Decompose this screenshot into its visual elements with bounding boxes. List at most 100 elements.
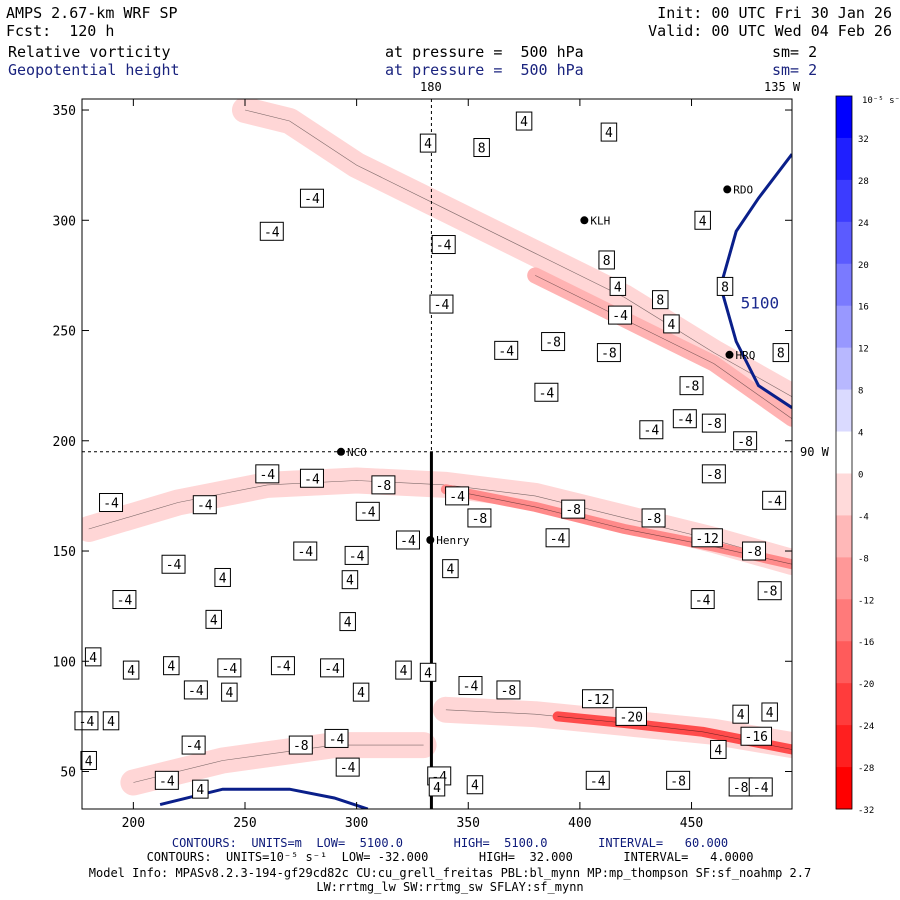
contour-label: -8 <box>706 417 722 432</box>
contour-label: 4 <box>400 664 408 679</box>
contour-label: -8 <box>670 774 686 789</box>
contour-label: -4 <box>188 684 204 699</box>
contour-label-box <box>585 770 610 790</box>
contour-label-box <box>600 122 618 142</box>
contour-label-box <box>694 210 711 230</box>
station-marker-klh <box>580 216 589 225</box>
colorbar-swatch-9 <box>836 473 852 516</box>
contour-label: 4 <box>357 686 365 701</box>
contour-label-box <box>320 658 345 678</box>
y-tick-label-350: 350 <box>53 104 76 119</box>
contour-label: -8 <box>706 468 722 483</box>
contour-label-box <box>429 294 454 314</box>
contour-label: -4 <box>434 298 450 313</box>
contour-label: -8 <box>565 503 581 518</box>
contour-label-box <box>181 735 206 755</box>
contour-label: 4 <box>424 666 432 681</box>
contour-label: -4 <box>349 549 365 564</box>
colorbar-tick-4: 4 <box>858 429 863 439</box>
contour-label-box <box>431 235 456 255</box>
contour-label: -8 <box>293 739 309 754</box>
contour-label-box <box>710 739 727 759</box>
contour-label-box <box>341 570 359 590</box>
y-tick-label-50: 50 <box>60 766 76 781</box>
contour-label-box <box>161 554 186 574</box>
contour-label-box <box>335 757 360 777</box>
contour-label-box <box>666 770 691 790</box>
contour-label-box <box>652 290 669 310</box>
vorticity-contour-upper-right-band <box>535 275 792 419</box>
lat-90w-label: 90 W <box>800 445 829 459</box>
contour-label-box <box>663 314 680 334</box>
contour-label: -4 <box>753 781 769 796</box>
colorbar-tick--24: -24 <box>858 722 874 732</box>
contour-label-box <box>473 138 490 158</box>
colorbar-tick--20: -20 <box>858 680 874 690</box>
contour-label-box <box>466 775 484 795</box>
contour-label-box <box>541 332 566 352</box>
colorbar-units: 10⁻⁵ s⁻¹ <box>862 96 900 106</box>
contour-label: -4 <box>222 662 238 677</box>
contour-label: -4 <box>449 490 465 505</box>
contour-label: 4 <box>89 651 97 666</box>
colorbar-tick-16: 16 <box>858 303 869 313</box>
x-tick-label-450: 450 <box>680 816 703 831</box>
contour-label-box <box>701 413 726 433</box>
lon-180-label: 180 <box>420 80 442 94</box>
contour-label-box <box>102 711 120 731</box>
contour-label-box <box>395 660 412 680</box>
contour-label: 4 <box>433 781 441 796</box>
contour-label-box <box>324 728 349 748</box>
contour-label: -4 <box>275 660 291 675</box>
contour-label: 4 <box>127 664 135 679</box>
lon-135w-label: 135 W <box>764 80 801 94</box>
colorbar-swatch-5 <box>836 305 852 349</box>
contour-label-box <box>596 343 621 363</box>
contour-label: -8 <box>376 479 392 494</box>
contour-label: 4 <box>196 783 204 798</box>
station-label-klh: KLH <box>590 214 610 227</box>
contour-label-box <box>561 499 586 519</box>
contour-label-box <box>691 528 723 548</box>
colorbar-swatch-14 <box>836 683 852 726</box>
colorbar-swatch-7 <box>836 389 852 433</box>
station-marker-nco <box>336 447 345 456</box>
colorbar-swatch-1 <box>836 137 852 181</box>
contour-label: -4 <box>590 774 606 789</box>
contour-label: -4 <box>539 386 555 401</box>
contour-label-box <box>442 559 459 579</box>
colorbar-tick-12: 12 <box>858 345 869 355</box>
station-label-henry: Henry <box>436 534 469 547</box>
colorbar-swatch-0 <box>836 96 852 139</box>
contour-label-box <box>371 475 396 495</box>
height-contour-label-5100: 5100 <box>741 293 780 312</box>
contour-label-box <box>299 188 324 208</box>
contour-label: -4 <box>612 309 628 324</box>
contour-label: 8 <box>777 347 785 362</box>
contour-label: -4 <box>766 494 782 509</box>
contour-label-box <box>762 490 787 510</box>
contour-label-box <box>74 711 99 731</box>
contour-label-box <box>582 689 614 709</box>
contour-label: -4 <box>329 732 345 747</box>
x-tick-label-400: 400 <box>568 816 591 831</box>
colorbar-swatch-10 <box>836 515 852 558</box>
contour-label: 8 <box>721 280 729 295</box>
contour-label-box <box>608 305 633 325</box>
contour-label: -4 <box>304 472 320 487</box>
contour-label: -8 <box>501 684 517 699</box>
contour-label-box <box>757 581 782 601</box>
contour-label: -4 <box>360 505 376 520</box>
contour-label-box <box>467 508 492 528</box>
x-tick-label-200: 200 <box>122 816 145 831</box>
station-label-hrq: HRQ <box>735 349 755 362</box>
contour-label: 8 <box>603 254 611 269</box>
contour-label: 4 <box>210 613 218 628</box>
contour-label: -4 <box>117 594 133 609</box>
colorbar-swatch-2 <box>836 179 852 223</box>
contour-label: -8 <box>601 347 617 362</box>
contour-label-box <box>641 508 666 528</box>
station-marker-hrq <box>725 350 734 359</box>
colorbar-frame <box>835 95 853 810</box>
contour-label: -4 <box>550 532 566 547</box>
